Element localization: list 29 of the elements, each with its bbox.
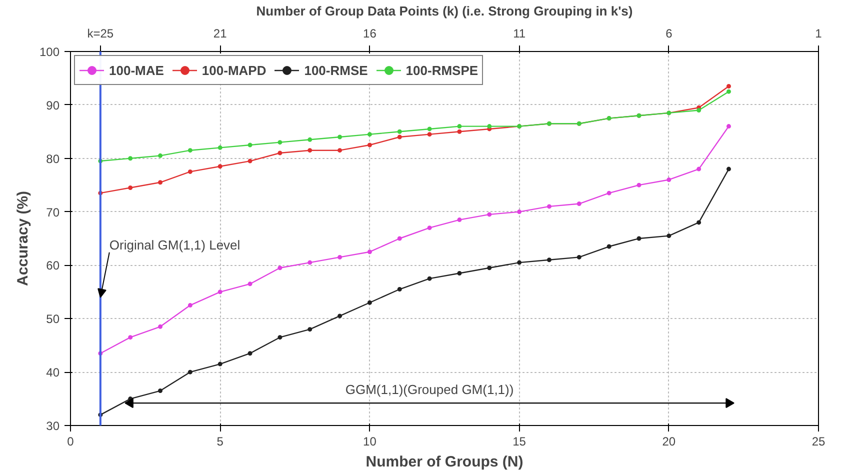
legend-label: 100-MAPD [202, 62, 266, 78]
x-tick-label: 5 [216, 434, 224, 448]
y-tick-label: 90 [46, 98, 60, 112]
annotation: GGM(1,1)(Grouped GM(1,1)) [345, 382, 514, 398]
x-tick-label: 0 [67, 434, 74, 448]
x-tick-label: 25 [812, 434, 826, 448]
y-tick-label: 60 [46, 258, 60, 273]
y-tick-label: 100 [39, 45, 60, 59]
x-tick-label: 20 [662, 434, 676, 448]
legend-label: 100-RMSPE [406, 62, 478, 78]
x2-tick-label: 21 [213, 26, 228, 40]
x2-tick-label: 16 [363, 26, 377, 40]
y-axis-title: Accuracy (%) [14, 190, 32, 286]
y-tick-label: 50 [46, 312, 60, 326]
x-axis-title: Number of Groups (N) [366, 454, 524, 470]
x-tick-label: 10 [363, 434, 377, 448]
y-tick-label: 80 [46, 152, 60, 166]
x2-tick-label: 6 [666, 26, 673, 40]
legend-label: 100-RMSE [304, 62, 368, 78]
legend-label: 100-MAE [109, 62, 164, 78]
x2-tick-label: k=25 [87, 26, 114, 40]
annotation: Original GM(1,1) Level [109, 237, 240, 252]
y-tick-label: 70 [46, 205, 60, 220]
y-tick-label: 30 [46, 419, 60, 433]
x2-tick-label: 1 [815, 26, 822, 40]
y-tick-label: 40 [46, 366, 60, 380]
x-tick-label: 15 [512, 434, 526, 448]
x2-axis-title: Number of Group Data Points (k) (i.e. Strong Grouping in k's) [256, 4, 633, 18]
x2-tick-label: 11 [513, 26, 526, 40]
